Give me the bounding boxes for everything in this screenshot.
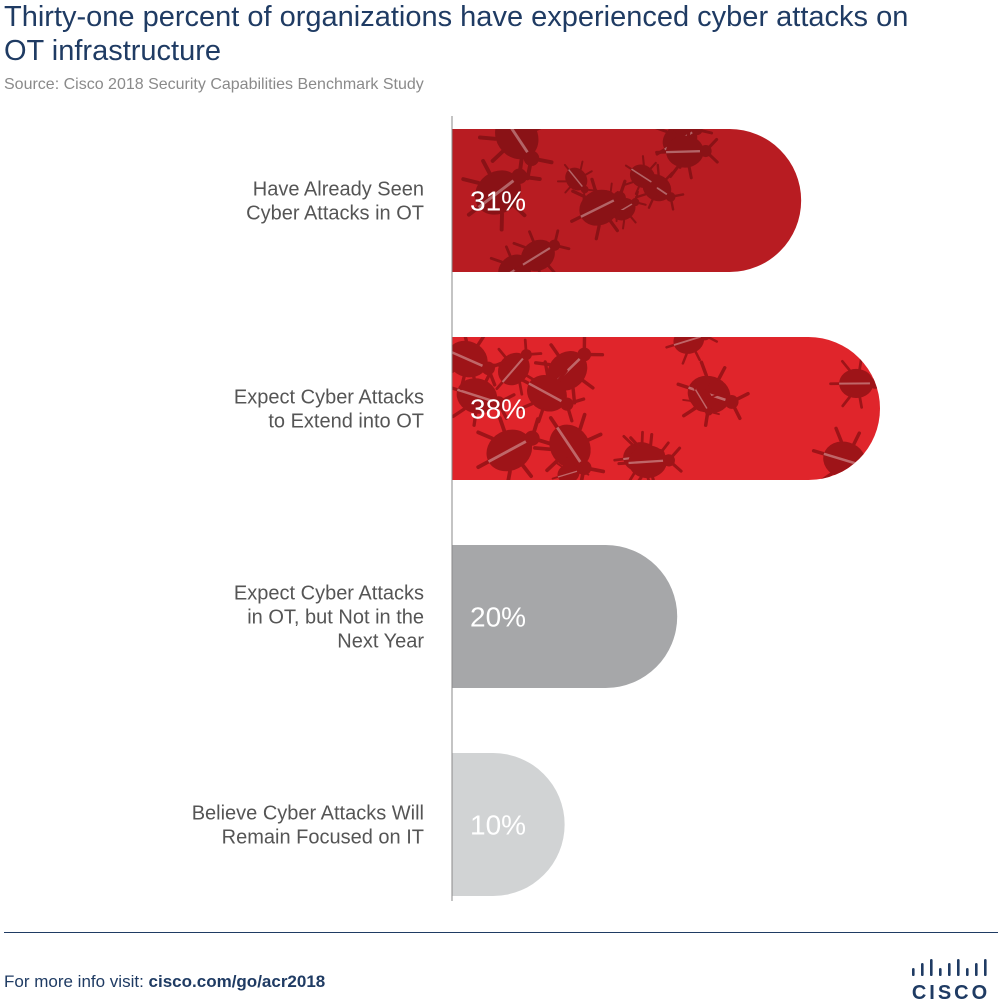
category-label-2: Expect Cyber Attacks to Extend into OT [234,387,424,433]
footer-prefix: For more info visit: [4,972,149,991]
cisco-bridge-icon [912,959,987,976]
cisco-logo: CISCO [906,958,996,1004]
bug-icon [623,155,667,197]
bug-icon [551,457,590,480]
bug-pattern [452,337,880,480]
value-label-4: 10% [470,810,526,841]
bug-icon [665,337,719,365]
bar-3 [452,545,678,688]
bug-icon [512,229,571,272]
bug-icon [476,416,554,480]
bug-icon [477,129,554,181]
value-label-3: 20% [470,602,526,633]
category-label-1: Have Already Seen Cyber Attacks in OT [246,179,424,225]
footer-info: For more info visit: cisco.com/go/acr201… [4,972,325,992]
footer-link[interactable]: cisco.com/go/acr2018 [148,972,326,991]
bar-4 [452,753,565,896]
bug-pattern [461,129,719,272]
bug-icon [461,153,542,232]
bug-icon [452,337,507,391]
bar-chart: 31% Have Already Seen Cyber Attacks in OT 3… [192,116,880,901]
logo-word: CISCO [911,982,991,1004]
bug-icon [655,129,719,180]
chart-title: Thirty-one percent of organizations have… [4,1,909,67]
bug-icon [556,160,596,201]
bug-icon [617,432,683,480]
value-label-2: 38% [470,394,526,425]
category-label-3: Expect Cyber Attacks in OT, but Not in th… [234,583,424,653]
chart-source: Source: Cisco 2018 Security Capabilities… [4,76,424,93]
footer-divider [4,932,998,933]
bug-icon [570,177,638,241]
category-label-4: Believe Cyber Attacks Will Remain Focused… [192,803,424,849]
value-label-1: 31% [470,186,526,217]
bug-icon [682,382,720,423]
